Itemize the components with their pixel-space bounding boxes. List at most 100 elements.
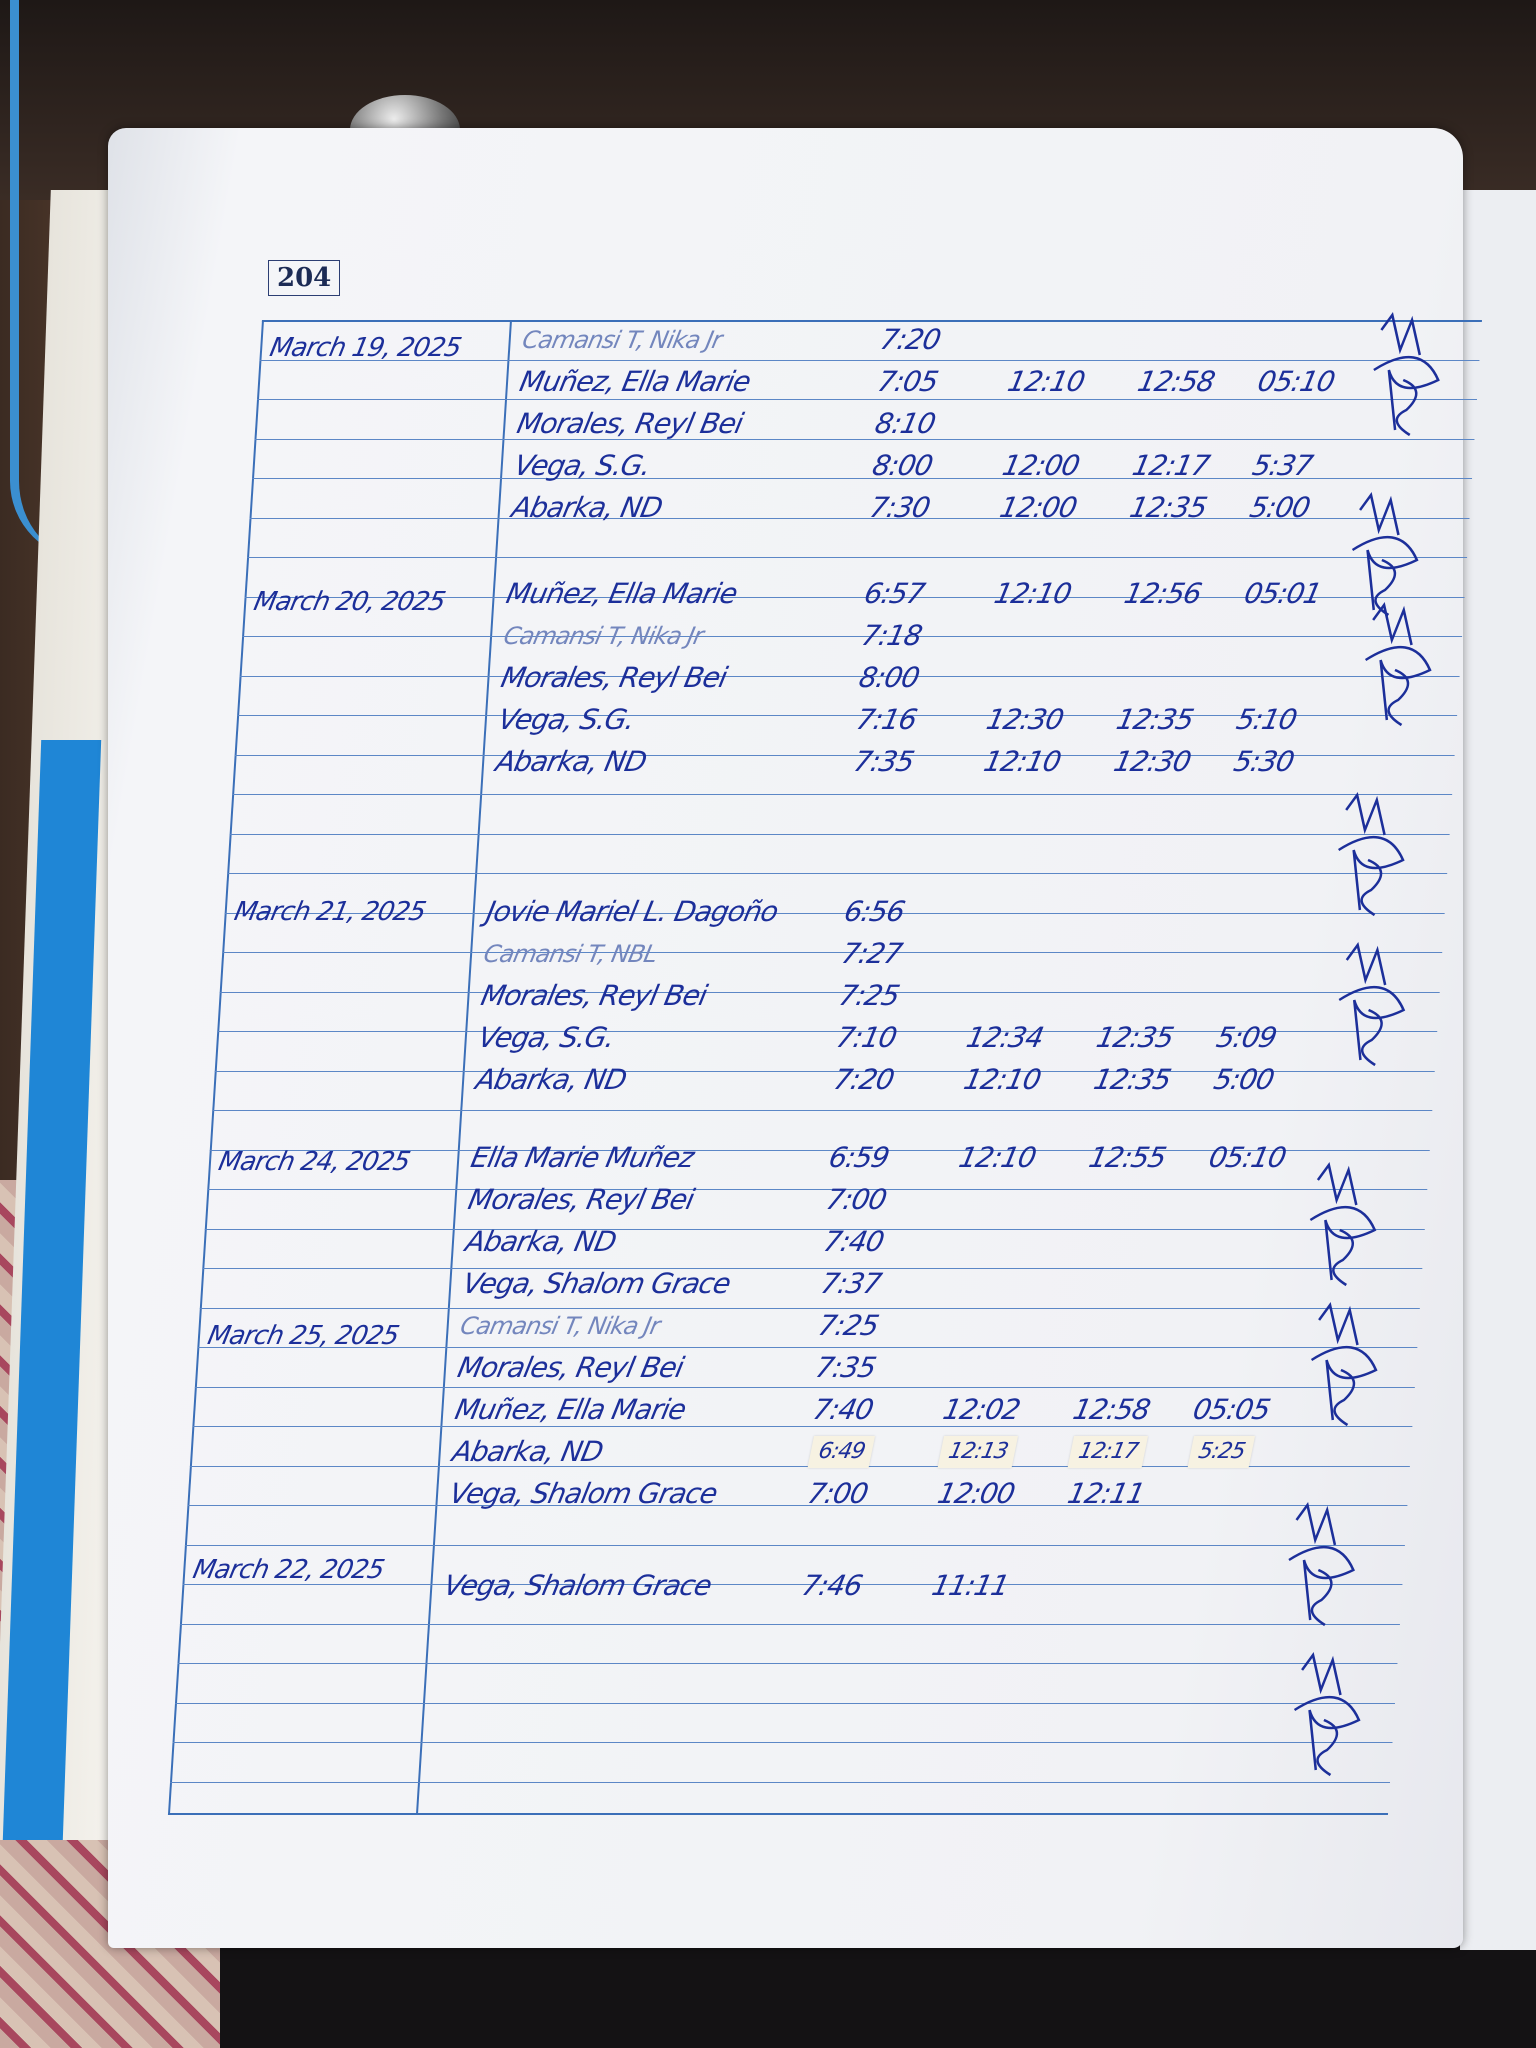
- employee-name: Camansi T, Nika Jr: [501, 622, 706, 650]
- signature: [1310, 1302, 1378, 1427]
- time-out-am: 12:00: [996, 491, 1080, 524]
- entry-date: March 24, 2025: [215, 1147, 412, 1177]
- entry-date: March 22, 2025: [190, 1555, 387, 1585]
- blue-cable: [10, 0, 89, 560]
- ruled-line: [242, 636, 1463, 637]
- time-in-pm: 12:56: [1121, 577, 1204, 610]
- employee-name: Vega, S.G.: [475, 1021, 618, 1054]
- time-out-pm: 05:10: [1254, 365, 1338, 398]
- logbook-page: [108, 128, 1463, 1948]
- time-out-am: 12:10: [956, 1141, 1039, 1174]
- time-in-am: 8:00: [869, 449, 936, 482]
- time-in-pm: 12:17: [1129, 449, 1212, 482]
- ruled-line: [227, 873, 1448, 874]
- ruled-line: [177, 1663, 1398, 1664]
- time-out-pm: 05:01: [1241, 577, 1324, 610]
- time-in-am: 7:30: [866, 491, 933, 524]
- ruled-line: [192, 1426, 1413, 1427]
- signature: [1338, 942, 1406, 1067]
- ruled-line: [232, 794, 1453, 795]
- signature: [1293, 1652, 1361, 1777]
- time-in-pm: 12:58: [1134, 365, 1218, 398]
- employee-name: Vega, Shalom Grace: [446, 1477, 720, 1510]
- time-in-am: 7:25: [815, 1309, 882, 1342]
- signature: [1309, 1162, 1377, 1287]
- ruled-line: [202, 1268, 1423, 1269]
- time-in-am: 7:16: [853, 703, 920, 736]
- time-out-pm: 5:37: [1249, 449, 1316, 482]
- time-in-am: 7:20: [877, 323, 944, 356]
- time-in-am: 7:35: [850, 745, 917, 778]
- employee-name: Muñez, Ella Marie: [452, 1393, 689, 1426]
- time-out-am: 12:10: [960, 1063, 1044, 1096]
- time-out-pm: 05:05: [1190, 1393, 1273, 1426]
- time-in-am: 7:05: [874, 365, 941, 398]
- page-number: 204: [268, 260, 341, 296]
- ruled-line: [229, 833, 1450, 835]
- time-in-am: 7:46: [799, 1569, 865, 1602]
- time-in-pm: 12:55: [1086, 1141, 1169, 1174]
- time-in-pm: 12:17: [1067, 1436, 1149, 1468]
- ruled-line: [204, 1228, 1425, 1230]
- time-in-am: 7:35: [812, 1351, 879, 1384]
- time-in-pm: 12:35: [1093, 1021, 1176, 1054]
- time-out-am: 12:00: [934, 1477, 1018, 1510]
- time-in-am: 8:00: [856, 661, 922, 694]
- time-in-pm: 12:35: [1126, 491, 1210, 524]
- time-out-am: 12:10: [1004, 365, 1088, 398]
- ruled-line: [187, 1505, 1408, 1506]
- time-out-pm: 5:30: [1230, 745, 1297, 778]
- time-in-pm: 12:58: [1070, 1393, 1153, 1426]
- time-in-am: 7:18: [858, 619, 925, 652]
- employee-name: Morales, Reyl Bei: [478, 979, 710, 1012]
- employee-name: Morales, Reyl Bei: [514, 407, 746, 440]
- time-out-pm: 5:00: [1210, 1063, 1277, 1096]
- ruled-line: [247, 557, 1468, 558]
- time-in-am: 7:27: [838, 937, 905, 970]
- employee-name: Camansi T, Nika Jr: [457, 1312, 662, 1340]
- signature: [1364, 602, 1432, 727]
- ruled-line: [207, 1189, 1428, 1190]
- time-out-pm: 5:25: [1187, 1436, 1256, 1468]
- time-in-pm: 12:30: [1110, 745, 1194, 778]
- attendance-ledger: March 19, 2025 Camansi T, Nika Jr 7:20 Muñe…: [167, 312, 1482, 1815]
- employee-name: Abarka, ND: [508, 491, 665, 524]
- employee-name: Morales, Reyl Bei: [454, 1351, 687, 1384]
- entry-date: March 25, 2025: [205, 1321, 402, 1351]
- signature: [1373, 312, 1440, 437]
- time-out-am: 12:10: [980, 745, 1064, 778]
- time-out-am: 11:11: [929, 1569, 1012, 1602]
- ruled-line: [199, 1307, 1420, 1309]
- time-out-am: 12:30: [983, 703, 1066, 736]
- ruled-line: [184, 1544, 1405, 1546]
- time-in-am: 6:56: [841, 895, 908, 928]
- employee-name: Camansi T, NBL: [481, 940, 660, 968]
- employee-name: Vega, Shalom Grace: [460, 1267, 734, 1300]
- next-page-edge: [1460, 190, 1536, 1950]
- ruled-line: [239, 675, 1460, 677]
- time-in-am: 6:57: [861, 577, 928, 610]
- time-out-pm: 5:10: [1233, 703, 1300, 736]
- time-in-am: 7:40: [810, 1393, 876, 1426]
- time-out-pm: 05:10: [1206, 1141, 1289, 1174]
- employee-name: Vega, S.G.: [511, 449, 654, 482]
- employee-name: Abarka, ND: [472, 1063, 629, 1096]
- employee-name: Morales, Reyl Bei: [498, 661, 730, 694]
- time-out-am: 12:10: [991, 577, 1074, 610]
- time-out-am: 12:00: [999, 449, 1082, 482]
- time-out-am: 12:13: [937, 1436, 1019, 1468]
- time-in-am: 7:00: [804, 1477, 871, 1510]
- ruled-line: [194, 1386, 1415, 1388]
- ruled-line: [222, 952, 1443, 953]
- time-in-pm: 12:11: [1064, 1477, 1148, 1510]
- time-in-pm: 12:35: [1113, 703, 1196, 736]
- time-out-am: 12:02: [940, 1393, 1023, 1426]
- time-in-am: 6:59: [826, 1141, 892, 1174]
- time-out-am: 12:34: [963, 1021, 1046, 1054]
- time-in-am: 8:10: [872, 407, 938, 440]
- time-in-pm: 12:35: [1090, 1063, 1174, 1096]
- signature: [1338, 792, 1405, 917]
- employee-name: Morales, Reyl Bei: [465, 1183, 697, 1216]
- time-out-pm: 5:09: [1213, 1021, 1280, 1054]
- entry-date: March 19, 2025: [267, 333, 464, 363]
